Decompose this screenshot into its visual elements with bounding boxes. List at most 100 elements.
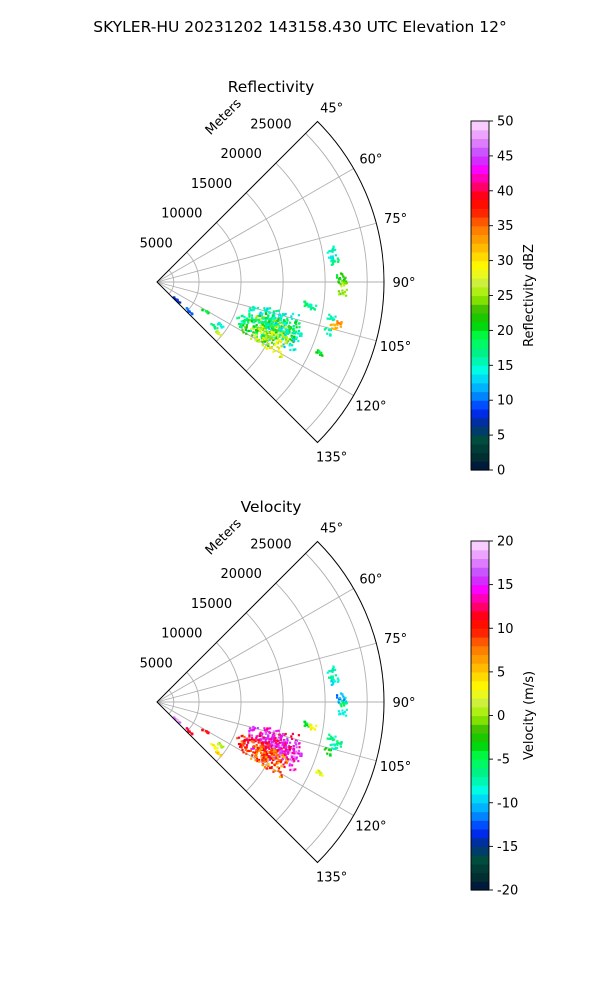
echo-point xyxy=(210,743,219,750)
echo-point xyxy=(323,747,333,757)
grid-spoke xyxy=(156,168,354,283)
echo-point xyxy=(308,303,318,311)
colorbar-tick-label: 0 xyxy=(497,464,505,479)
echo-point xyxy=(172,716,182,724)
colorbar-tick-label: -5 xyxy=(497,753,510,768)
echo-point xyxy=(185,727,194,736)
grid-spoke xyxy=(156,701,354,816)
colorbar-tick-label: 35 xyxy=(497,219,514,234)
echo-point xyxy=(172,296,182,304)
radial-tick-label: 5000 xyxy=(140,236,173,251)
colorbar-tick-label: 40 xyxy=(497,184,514,199)
echo-point xyxy=(323,327,333,337)
echo-point xyxy=(210,323,219,330)
echo-point xyxy=(214,750,223,757)
angle-tick-label: 105° xyxy=(380,340,411,355)
echo-point xyxy=(250,324,290,359)
echo-point xyxy=(339,280,348,288)
colorbar-tick-label: 15 xyxy=(497,578,514,593)
colorbar-tick-label: 45 xyxy=(497,149,514,164)
colorbar-tick-label: -10 xyxy=(497,796,518,811)
echo-point xyxy=(330,677,340,686)
sector-outline xyxy=(156,540,385,864)
radial-tick-label: 20000 xyxy=(221,147,262,162)
grid-spoke xyxy=(156,588,354,703)
echo-point xyxy=(337,708,348,717)
echo-point xyxy=(326,245,337,254)
colorbar-tick-label: 5 xyxy=(497,665,505,680)
sector-outline xyxy=(156,120,385,444)
echo-point xyxy=(185,307,194,316)
echo-point xyxy=(216,741,225,749)
colorbar-tick-label: 5 xyxy=(497,429,505,444)
echo-point xyxy=(339,700,348,708)
colorbar-tick-label: -20 xyxy=(497,884,518,899)
colorbar-tick-label: 50 xyxy=(497,115,514,130)
colorbar-tick-label: 30 xyxy=(497,254,514,269)
echo-point xyxy=(303,720,310,728)
angle-tick-label: 75° xyxy=(384,632,407,647)
radial-tick-label: 15000 xyxy=(191,597,232,612)
colorbar-tick-label: 25 xyxy=(497,289,514,304)
angle-tick-label: 60° xyxy=(359,573,382,588)
echo-point xyxy=(329,743,339,751)
panel-title: Reflectivity xyxy=(228,78,315,96)
echo-point xyxy=(326,313,337,322)
echo-point xyxy=(326,733,337,742)
echo-point xyxy=(330,257,340,266)
angle-tick-label: 120° xyxy=(355,400,386,415)
radial-tick-label: 25000 xyxy=(250,537,291,552)
echo-point xyxy=(214,330,223,337)
echo-point xyxy=(308,723,318,731)
angle-tick-label: 45° xyxy=(320,101,343,116)
echo-point xyxy=(201,728,210,735)
echo-point xyxy=(250,744,290,779)
colorbar-label: Reflectivity dBZ xyxy=(522,244,537,347)
angle-tick-label: 120° xyxy=(355,820,386,835)
reflectivity-panel: Reflectivity45°60°75°90°105°120°135°5000… xyxy=(140,78,537,479)
colorbar-tick-label: -15 xyxy=(497,840,518,855)
echo-point xyxy=(315,349,324,357)
grid-spoke xyxy=(156,642,377,703)
colorbar-tick-label: 10 xyxy=(497,394,514,409)
angle-tick-label: 75° xyxy=(384,212,407,227)
velocity-panel: Velocity 45° 60° 75° 90° 105° 120° 135° 5000 1000… xyxy=(140,498,537,899)
panel-title: Velocity xyxy=(241,498,302,516)
colorbar-tick-label: 20 xyxy=(497,535,514,550)
colorbar-tick-label: 20 xyxy=(497,324,514,339)
grid-spoke xyxy=(156,281,354,396)
range-axis-label: Meters xyxy=(203,96,245,138)
colorbar: -20 -15 -10 -5 0 5 10 15 20 Velocity (m/s) xyxy=(470,535,537,899)
colorbar-label: Velocity (m/s) xyxy=(522,671,537,760)
grid-spoke xyxy=(156,222,377,283)
echo-point xyxy=(329,323,339,331)
angle-tick-label: 45° xyxy=(320,521,343,536)
angle-tick-label: 135° xyxy=(316,451,347,466)
angle-tick-label: 60° xyxy=(359,153,382,168)
colorbar-tick-label: 0 xyxy=(497,709,505,724)
radial-tick-label: 25000 xyxy=(250,117,291,132)
angle-tick-label: 105° xyxy=(380,760,411,775)
echo-point xyxy=(201,308,210,315)
echo-point xyxy=(333,320,343,328)
radial-tick-label: 10000 xyxy=(161,627,202,642)
echo-point xyxy=(216,321,225,329)
angle-tick-label: 90° xyxy=(392,276,415,291)
colorbar-tick-label: 15 xyxy=(497,359,514,374)
radial-tick-label: 20000 xyxy=(221,567,262,582)
radial-tick-label: 10000 xyxy=(161,207,202,222)
radial-tick-label: 15000 xyxy=(191,177,232,192)
angle-tick-label: 135° xyxy=(316,871,347,886)
colorbar-tick-label: 10 xyxy=(497,622,514,637)
colorbar: 0 5 10 15 20 25 30 35 40 45 50 Reflectivity dBZ xyxy=(470,115,537,479)
echo-point xyxy=(241,318,279,349)
radial-tick-label: 5000 xyxy=(140,656,173,671)
angle-tick-label: 90° xyxy=(392,696,415,711)
range-axis-label: Meters xyxy=(203,516,245,558)
echo-point xyxy=(337,288,348,297)
echo-point xyxy=(315,769,324,777)
figure-title: SKYLER-HU 20231202 143158.430 UTC Elevat… xyxy=(93,18,507,36)
echo-point xyxy=(326,665,337,674)
echo-point xyxy=(303,300,310,308)
